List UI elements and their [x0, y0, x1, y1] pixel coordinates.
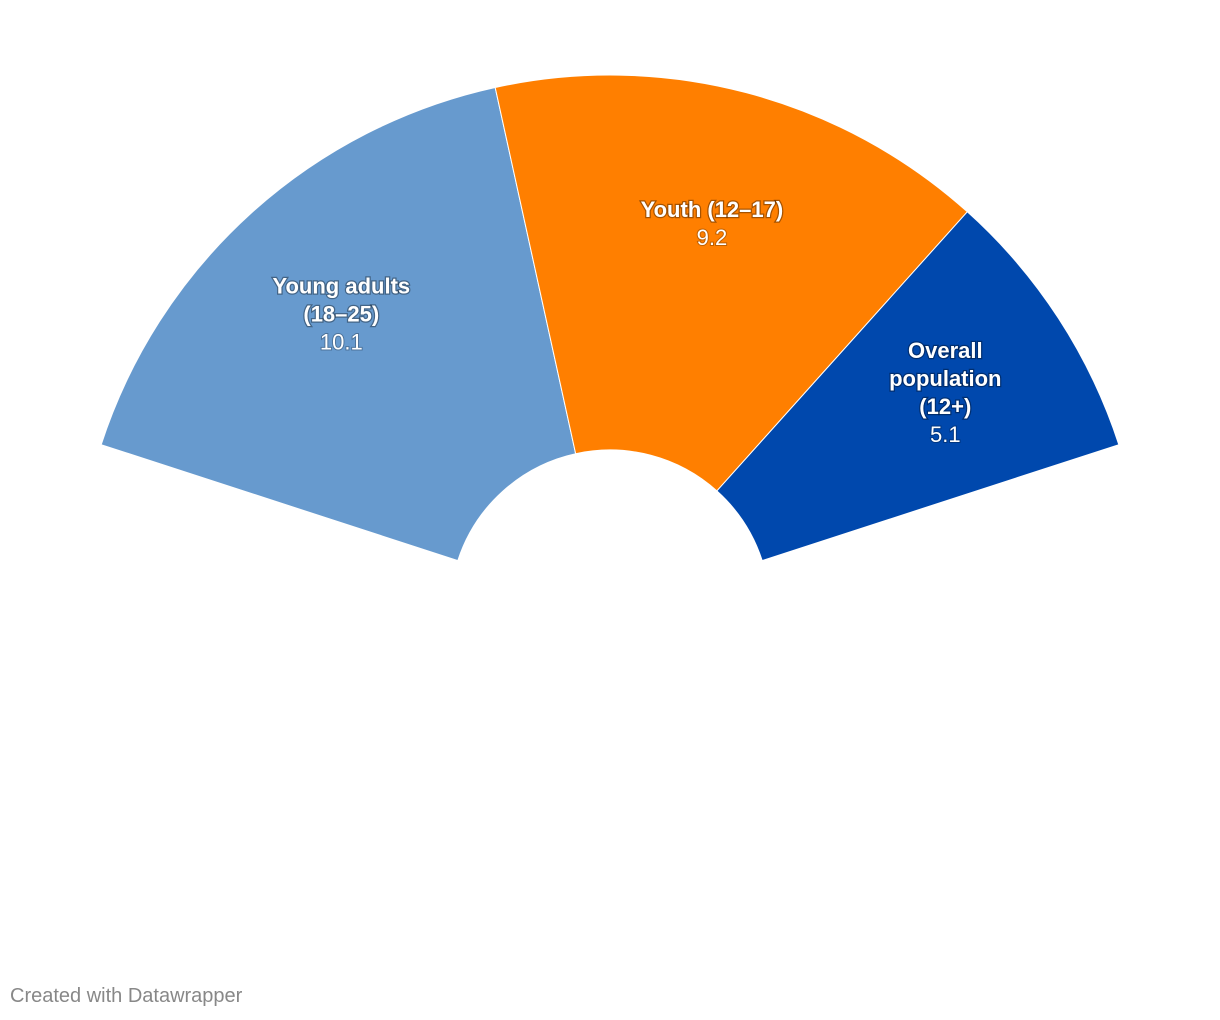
labels-layer: Young adults (18–25) 10.1 Youth (12–17) 9.2 O…: [271, 196, 1003, 448]
pie-slice: [100, 86, 577, 562]
slice-label: population: [889, 366, 1001, 391]
slice-value-label: 5.1: [930, 422, 961, 447]
slice-label: (18–25): [303, 302, 379, 327]
slice-label: (12+): [919, 394, 971, 419]
slices-layer: [100, 74, 1120, 562]
slice-label-group: Youth (12–17) 9.2: [639, 196, 784, 251]
slice-label-group: Young adults (18–25) 10.1: [271, 272, 411, 355]
slice-value-label: 9.2: [697, 225, 728, 250]
slice-label: Overall: [908, 338, 983, 363]
datawrapper-credit: Created with Datawrapper: [10, 985, 243, 1007]
pie-slice: [716, 211, 1120, 562]
slice-value-label: 10.1: [320, 330, 363, 355]
slice-label: Young adults: [272, 274, 410, 299]
pie-slice: [494, 74, 969, 492]
slice-label-group: Overall population (12+) 5.1: [888, 337, 1003, 448]
slice-label: Youth (12–17): [641, 197, 784, 222]
